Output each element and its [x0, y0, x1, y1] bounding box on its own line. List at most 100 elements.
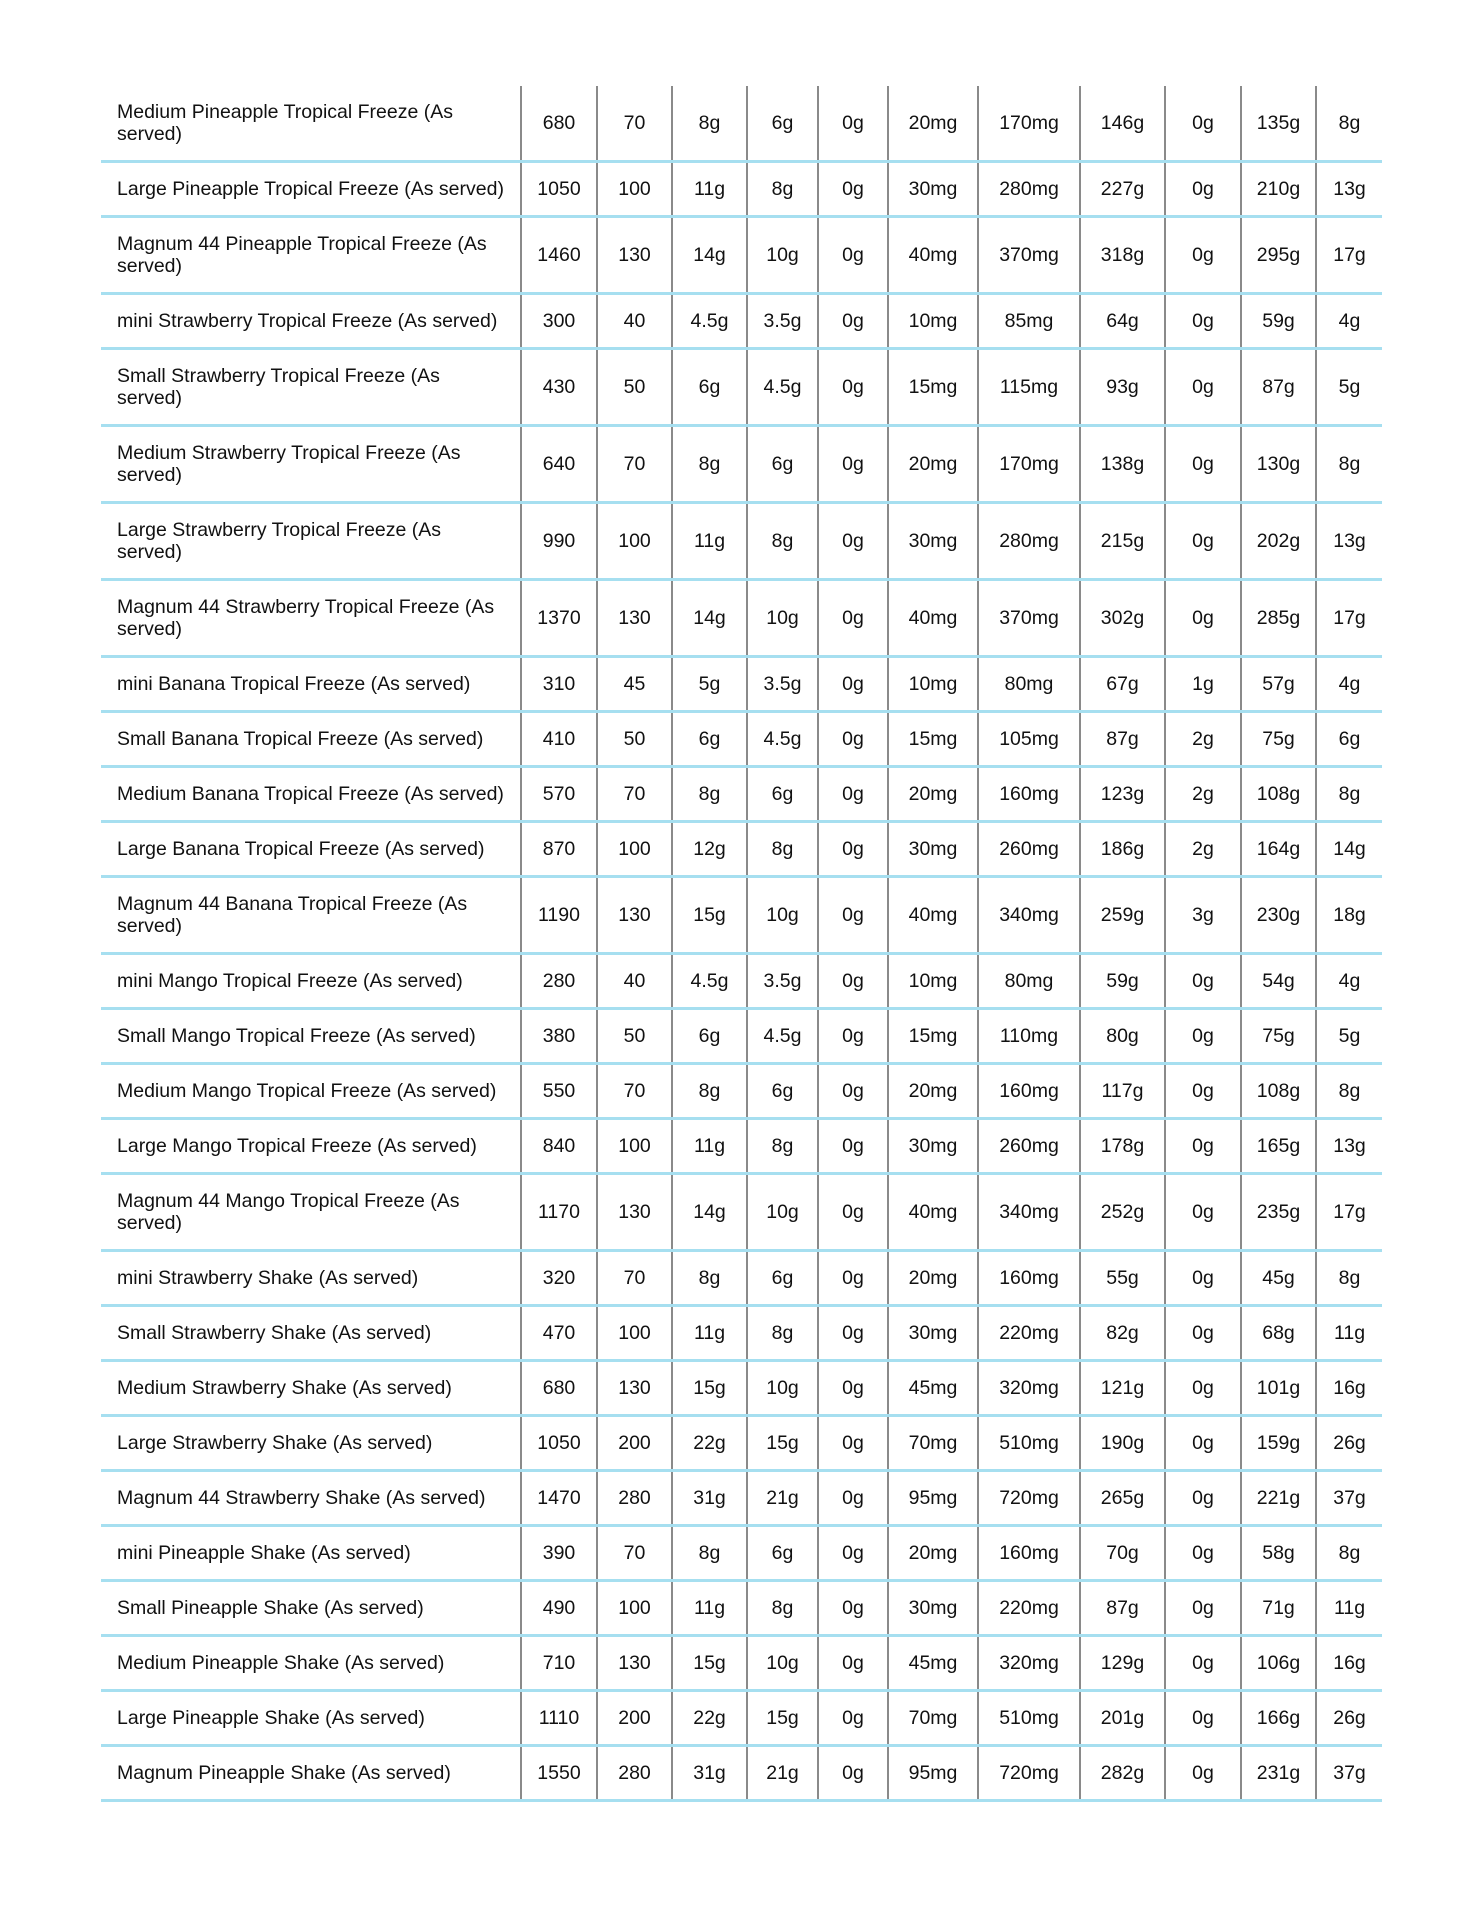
- value-cell: 15g: [671, 876, 747, 955]
- item-name-cell: Large Banana Tropical Freeze (As served): [101, 821, 521, 878]
- item-name-cell: Magnum 44 Pineapple Tropical Freeze (As …: [101, 216, 521, 295]
- table-row: Magnum 44 Banana Tropical Freeze (As ser…: [101, 876, 1382, 955]
- value-cell: 8g: [1315, 425, 1382, 504]
- value-cell: 231g: [1240, 1745, 1316, 1802]
- value-cell: 17g: [1315, 216, 1382, 295]
- value-cell: 80mg: [977, 953, 1080, 1010]
- item-name-cell: Magnum 44 Strawberry Shake (As served): [101, 1470, 521, 1527]
- value-cell: 0g: [817, 1690, 888, 1747]
- value-cell: 8g: [671, 425, 747, 504]
- value-cell: 8g: [671, 86, 747, 163]
- value-cell: 0g: [817, 1063, 888, 1120]
- value-cell: 37g: [1315, 1745, 1382, 1802]
- value-cell: 0g: [817, 953, 888, 1010]
- value-cell: 8g: [1315, 766, 1382, 823]
- value-cell: 71g: [1240, 1580, 1316, 1637]
- value-cell: 282g: [1079, 1745, 1165, 1802]
- value-cell: 57g: [1240, 656, 1316, 713]
- value-cell: 50: [596, 348, 672, 427]
- value-cell: 11g: [671, 161, 747, 218]
- value-cell: 70g: [1079, 1525, 1165, 1582]
- value-cell: 130: [596, 1635, 672, 1692]
- value-cell: 50: [596, 711, 672, 768]
- value-cell: 160mg: [977, 1063, 1080, 1120]
- value-cell: 2g: [1164, 821, 1241, 878]
- value-cell: 10mg: [887, 656, 978, 713]
- value-cell: 0g: [1164, 1360, 1241, 1417]
- value-cell: 1370: [520, 579, 597, 658]
- value-cell: 8g: [671, 1525, 747, 1582]
- value-cell: 0g: [817, 1008, 888, 1065]
- nutrition-table: Medium Pineapple Tropical Freeze (As ser…: [101, 86, 1382, 1802]
- value-cell: 300: [520, 293, 597, 350]
- value-cell: 0g: [817, 1250, 888, 1307]
- value-cell: 40mg: [887, 216, 978, 295]
- value-cell: 320mg: [977, 1635, 1080, 1692]
- value-cell: 0g: [817, 161, 888, 218]
- value-cell: 370mg: [977, 579, 1080, 658]
- value-cell: 87g: [1079, 711, 1165, 768]
- table-row: Magnum 44 Mango Tropical Freeze (As serv…: [101, 1173, 1382, 1252]
- item-name-cell: Small Strawberry Tropical Freeze (As ser…: [101, 348, 521, 427]
- value-cell: 16g: [1315, 1635, 1382, 1692]
- value-cell: 870: [520, 821, 597, 878]
- value-cell: 0g: [817, 1415, 888, 1472]
- value-cell: 21g: [746, 1470, 818, 1527]
- value-cell: 75g: [1240, 711, 1316, 768]
- value-cell: 80mg: [977, 656, 1080, 713]
- value-cell: 8g: [746, 821, 818, 878]
- value-cell: 8g: [746, 1118, 818, 1175]
- value-cell: 100: [596, 1305, 672, 1362]
- value-cell: 260mg: [977, 821, 1080, 878]
- value-cell: 680: [520, 86, 597, 163]
- value-cell: 164g: [1240, 821, 1316, 878]
- table-row: Large Strawberry Tropical Freeze (As ser…: [101, 502, 1382, 581]
- value-cell: 170mg: [977, 425, 1080, 504]
- value-cell: 129g: [1079, 1635, 1165, 1692]
- value-cell: 31g: [671, 1745, 747, 1802]
- value-cell: 318g: [1079, 216, 1165, 295]
- value-cell: 64g: [1079, 293, 1165, 350]
- value-cell: 30mg: [887, 1305, 978, 1362]
- value-cell: 100: [596, 821, 672, 878]
- table-row: Small Strawberry Shake (As served) 470 100…: [101, 1305, 1382, 1362]
- value-cell: 22g: [671, 1415, 747, 1472]
- value-cell: 121g: [1079, 1360, 1165, 1417]
- value-cell: 100: [596, 502, 672, 581]
- value-cell: 4.5g: [671, 293, 747, 350]
- value-cell: 1460: [520, 216, 597, 295]
- value-cell: 30mg: [887, 821, 978, 878]
- value-cell: 260mg: [977, 1118, 1080, 1175]
- value-cell: 0g: [817, 876, 888, 955]
- value-cell: 1g: [1164, 656, 1241, 713]
- value-cell: 130: [596, 876, 672, 955]
- value-cell: 70: [596, 1250, 672, 1307]
- item-name-cell: Large Pineapple Shake (As served): [101, 1690, 521, 1747]
- table-row: Magnum 44 Pineapple Tropical Freeze (As …: [101, 216, 1382, 295]
- table-row: Large Mango Tropical Freeze (As served) 8…: [101, 1118, 1382, 1175]
- value-cell: 130: [596, 1173, 672, 1252]
- item-name-cell: mini Mango Tropical Freeze (As served): [101, 953, 521, 1010]
- value-cell: 45mg: [887, 1635, 978, 1692]
- value-cell: 8g: [746, 1305, 818, 1362]
- value-cell: 20mg: [887, 86, 978, 163]
- value-cell: 10mg: [887, 293, 978, 350]
- table-row: Small Strawberry Tropical Freeze (As ser…: [101, 348, 1382, 427]
- value-cell: 8g: [671, 766, 747, 823]
- value-cell: 221g: [1240, 1470, 1316, 1527]
- value-cell: 210g: [1240, 161, 1316, 218]
- value-cell: 17g: [1315, 579, 1382, 658]
- table-row: mini Strawberry Shake (As served) 320 70 8g…: [101, 1250, 1382, 1307]
- value-cell: 135g: [1240, 86, 1316, 163]
- value-cell: 30mg: [887, 502, 978, 581]
- value-cell: 390: [520, 1525, 597, 1582]
- item-name-cell: Large Strawberry Tropical Freeze (As ser…: [101, 502, 521, 581]
- value-cell: 0g: [1164, 579, 1241, 658]
- item-name-cell: Large Mango Tropical Freeze (As served): [101, 1118, 521, 1175]
- value-cell: 0g: [1164, 216, 1241, 295]
- table-row: Medium Pineapple Shake (As served) 710 130…: [101, 1635, 1382, 1692]
- value-cell: 0g: [1164, 1635, 1241, 1692]
- value-cell: 30mg: [887, 1580, 978, 1637]
- value-cell: 0g: [817, 1360, 888, 1417]
- value-cell: 0g: [1164, 502, 1241, 581]
